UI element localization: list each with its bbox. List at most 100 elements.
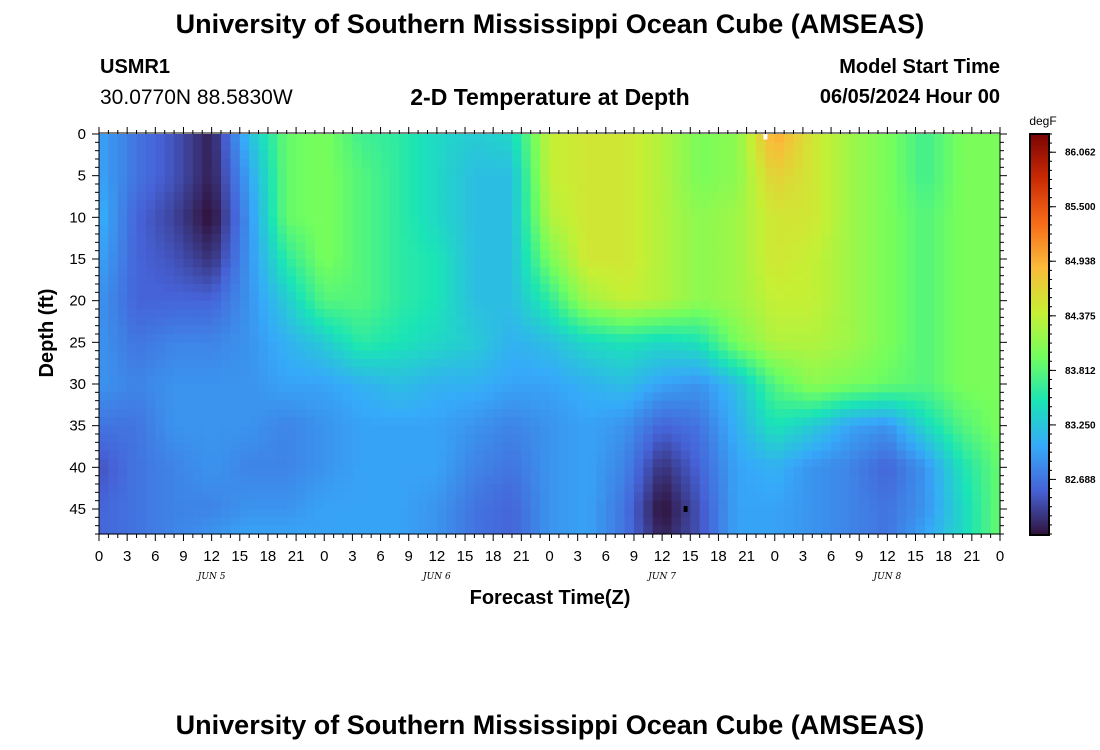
heatmap-cell [718,184,729,193]
heatmap-cell [652,475,663,485]
heatmap-cell [821,317,832,327]
heatmap-cell [718,417,729,427]
heatmap-cell [136,184,147,193]
heatmap-cell [699,409,710,418]
heatmap-cell [643,350,654,360]
heatmap-cell [324,500,335,510]
heatmap-cell [727,250,738,260]
heatmap-cell [568,192,579,202]
heatmap-cell [493,300,504,310]
heatmap-cell [399,142,410,152]
heatmap-cell [502,250,513,260]
heatmap-cell [371,217,382,227]
heatmap-cell [671,267,682,277]
heatmap-cell [877,517,888,527]
heatmap-cell [821,192,832,202]
heatmap-cell [549,517,560,527]
heatmap-cell [174,325,185,335]
heatmap-cell [971,275,982,285]
heatmap-cell [380,175,391,185]
heatmap-cell [831,334,842,343]
heatmap-cell [221,192,231,202]
heatmap-cell [727,509,738,518]
heatmap-cell [868,275,879,285]
heatmap-cell [230,217,241,227]
heatmap-cell [155,500,166,510]
heatmap-cell [662,300,673,310]
heatmap-cell [849,300,860,310]
heatmap-cell [821,150,832,160]
heatmap-cell [774,359,785,368]
heatmap-cell [521,525,532,535]
heatmap-cell [530,409,541,418]
heatmap-cell [502,409,513,418]
heatmap-cell [230,417,241,427]
heatmap-cell [446,325,457,335]
heatmap-cell [286,442,297,452]
heatmap-cell [953,359,964,368]
heatmap-cell [230,425,241,435]
heatmap-cell [671,184,682,193]
heatmap-cell [493,350,504,360]
heatmap-cell [305,175,316,185]
heatmap-cell [558,200,569,210]
heatmap-cell [136,425,147,435]
heatmap-cell [953,159,964,168]
heatmap-cell [155,300,166,310]
heatmap-cell [99,184,109,193]
heatmap-cell [455,184,466,193]
heatmap-cell [521,309,532,318]
heatmap-cell [296,500,307,510]
heatmap-cell [267,300,278,310]
heatmap-cell [690,400,701,410]
heatmap-cell [821,492,832,502]
heatmap-cell [540,450,551,460]
heatmap-cell [465,392,476,402]
x-tick-label: 3 [799,548,807,565]
heatmap-cell [230,225,241,235]
heatmap-cell [136,409,147,418]
heatmap-cell [671,342,682,352]
heatmap-cell [427,200,438,210]
heatmap-cell [549,309,560,318]
heatmap-cell [924,267,935,277]
heatmap-cell [859,475,870,485]
heatmap-cell [596,359,607,368]
heatmap-cell [343,325,354,335]
heatmap-cell [455,209,466,218]
heatmap-cell [906,484,917,493]
heatmap-cell [183,134,194,143]
heatmap-cell [427,425,438,435]
heatmap-cell [906,142,917,152]
heatmap-cell [314,450,325,460]
heatmap-cell [446,317,457,327]
heatmap-cell [408,292,419,302]
heatmap-cell [690,250,701,260]
heatmap-cell [802,275,813,285]
heatmap-cell [896,192,907,202]
heatmap-cell [502,392,513,402]
heatmap-cell [202,159,213,168]
heatmap-cell [774,267,785,277]
heatmap-cell [727,359,738,368]
heatmap-cell [174,509,185,518]
heatmap-cell [915,200,926,210]
heatmap-cell [230,350,241,360]
heatmap-cell [277,359,288,368]
heatmap-cell [896,142,907,152]
heatmap-cell [718,425,729,435]
heatmap-cell [202,342,213,352]
heatmap-cell [108,500,119,510]
heatmap-cell [727,334,738,343]
heatmap-cell [831,500,842,510]
heatmap-cell [981,375,992,385]
heatmap-cell [333,209,344,218]
heatmap-cell [155,275,166,285]
heatmap-cell [859,217,870,227]
heatmap-cell [990,234,1001,243]
heatmap-cell [812,317,823,327]
heatmap-cell [793,392,804,402]
heatmap-cell [906,417,917,427]
heatmap-cell [643,434,654,443]
heatmap-cell [840,492,851,502]
